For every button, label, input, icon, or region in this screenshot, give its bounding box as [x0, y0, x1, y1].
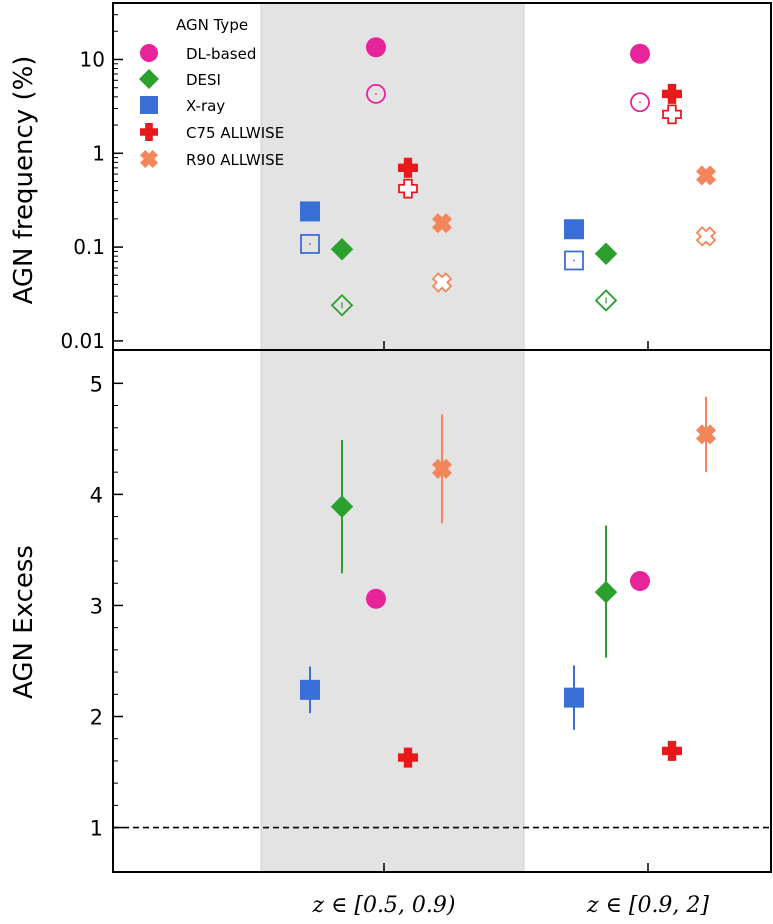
bottom-y-axis-label: AGN Excess [9, 545, 39, 699]
top-open-x-ray-2-dot [573, 259, 575, 262]
legend-label-desi: DESI [186, 71, 221, 89]
top-open-desi-1 [330, 293, 354, 317]
bottom-point-x-ray-1 [300, 679, 320, 700]
bottom-point-c75-allwise-1 [398, 747, 418, 768]
top-open-c75-allwise-2 [662, 104, 682, 125]
legend-title: AGN Type [176, 16, 248, 34]
top-tick-label: 0.01 [60, 329, 105, 353]
bottom-point-r90-allwise-1 [432, 458, 452, 479]
top-open-r90-allwise-2 [695, 226, 717, 247]
top-open-x-ray-1-dot [309, 243, 311, 245]
bottom-tick-label: 5 [90, 372, 103, 396]
bottom-tick-label: 2 [90, 706, 103, 730]
top-filled-r90-allwise-1 [432, 213, 452, 234]
top-filled-r90-allwise-2 [696, 165, 716, 186]
top-tick-label: 0.1 [73, 235, 105, 259]
top-filled-desi-2 [594, 242, 618, 265]
legend-label-dl: DL-based [186, 45, 256, 63]
shaded-region [260, 2, 525, 873]
top-filled-x-ray-2 [564, 219, 584, 240]
bottom-tick-label: 1 [90, 817, 103, 841]
data-marks [300, 37, 717, 768]
top-open-c75-allwise-1 [398, 178, 418, 199]
legend-label-c75: C75 ALLWISE [186, 124, 284, 142]
top-open-dl-based-2 [630, 92, 650, 113]
top-open-dl-based-1-dot [375, 92, 377, 95]
top-y-axis-label: AGN frequency (%) [9, 56, 39, 305]
top-filled-dl-based-1 [366, 37, 386, 58]
top-filled-c75-allwise-1 [398, 157, 418, 178]
bottom-point-x-ray-2 [564, 687, 584, 708]
legend-marker-r90-allwise [140, 150, 158, 168]
top-filled-dl-based-2 [630, 43, 650, 64]
x-category-label-1: z ∈ [0.5, 0.9) [312, 893, 456, 918]
legend-marker-c75-allwise [140, 123, 158, 141]
bottom-tick-label: 4 [90, 483, 103, 507]
top-filled-desi-1 [330, 237, 354, 261]
bottom-point-r90-allwise-2 [696, 424, 716, 445]
top-tick-label: 10 [80, 47, 105, 71]
legend-marker-desi [139, 69, 159, 89]
legend-marker-x-ray [140, 96, 158, 114]
top-tick-label: 1 [92, 141, 105, 165]
bottom-panel-frame [112, 349, 772, 873]
legend-label-r90: R90 ALLWISE [186, 151, 284, 169]
legend-label-xray: X-ray [186, 97, 225, 115]
top-filled-c75-allwise-2 [662, 83, 682, 104]
top-open-r90-allwise-1 [431, 272, 453, 293]
bottom-point-desi-2 [594, 580, 618, 604]
bottom-tick-label: 3 [90, 594, 103, 618]
legend: AGN Type DL-based DESI X-ray C75 ALLWISE… [139, 16, 284, 169]
top-open-x-ray-2 [564, 250, 584, 271]
legend-marker-dl-based [140, 44, 158, 62]
top-open-dl-based-2-dot [639, 101, 641, 104]
bottom-point-desi-1 [330, 495, 354, 518]
top-open-desi-2 [594, 289, 618, 312]
bottom-axis-ticks: 1 2 3 4 5 [90, 372, 649, 872]
x-category-label-2: z ∈ [0.9, 2] [586, 893, 709, 918]
top-open-dl-based-1 [366, 83, 386, 104]
bottom-point-dl-based-1 [366, 588, 386, 609]
top-filled-x-ray-1 [300, 201, 320, 222]
bottom-point-dl-based-2 [630, 571, 650, 592]
bottom-point-c75-allwise-2 [662, 740, 682, 761]
top-open-x-ray-1 [300, 234, 320, 254]
